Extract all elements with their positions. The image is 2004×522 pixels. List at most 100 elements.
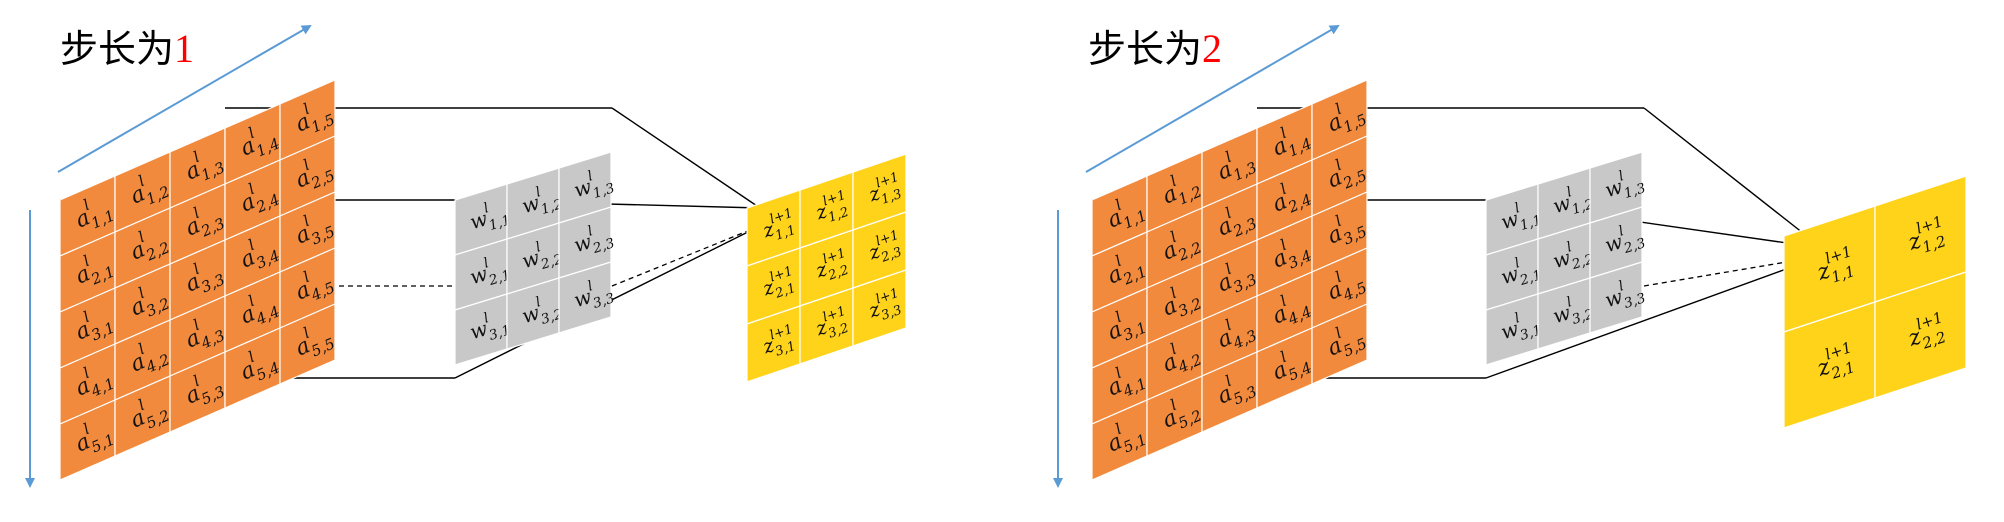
grid-cell: w3,2l <box>506 277 565 350</box>
cell-label-superscript: l <box>1278 348 1290 366</box>
cell-label: z2,1l+1 <box>758 264 801 305</box>
output-feature-map: z1,1l+1 z1,2l+1 z1,3l+1z2,1l+1 z2,2l+1 z2,3l… <box>746 153 907 383</box>
cell-label-superscript: l <box>586 168 595 185</box>
cell-label-superscript: l <box>301 324 313 342</box>
grid-cell: a4,1l <box>59 343 118 425</box>
cell-label-superscript: l <box>191 260 203 278</box>
cell-label-superscript: l <box>1333 100 1345 118</box>
cell-label: w2,1l <box>1496 250 1543 294</box>
grid-cell: w2,1l <box>1485 238 1544 311</box>
cell-label-subscript: 1,1 <box>487 212 512 234</box>
cell-label-superscript: l <box>301 268 313 286</box>
cell-label-superscript: l <box>246 292 258 310</box>
grid-cell: z1,2l+1 <box>799 171 854 249</box>
cell-label-subscript: 1,3 <box>591 180 616 202</box>
grid-cell: w1,3l <box>1589 151 1648 224</box>
cell-label-superscript: l <box>534 294 543 311</box>
grid-cell: a5,1l <box>59 399 118 481</box>
cell-label-superscript: l <box>81 308 93 326</box>
connector-line <box>1485 255 1823 379</box>
cell-label: w2,2l <box>1548 234 1595 278</box>
grid-cell: a1,5l <box>1311 79 1370 161</box>
cell-label: w1,1l <box>465 195 512 239</box>
grid-cell: z2,2l+1 <box>1874 271 1967 399</box>
grid-cell: a2,1l <box>1091 231 1150 313</box>
panel-title: 步长为1 <box>60 26 194 71</box>
grid-cell: w2,3l <box>558 206 617 279</box>
grid-cell: a3,3l <box>1201 239 1260 321</box>
grid-cell: a2,5l <box>1311 135 1370 217</box>
cell-label-superscript: l <box>1513 200 1522 217</box>
cell-label: w1,2l <box>517 179 564 223</box>
cell-label-subscript: 2,2 <box>826 263 851 284</box>
cell-label-superscript: l <box>81 420 93 438</box>
cell-label-superscript: l <box>301 100 313 118</box>
cell-label-superscript: l <box>1168 172 1180 190</box>
cell-label-superscript: l <box>81 196 93 214</box>
grid-cell: z2,1l+1 <box>746 247 801 325</box>
cell-label-base: w <box>467 261 490 289</box>
horizontal-slide-arrow <box>1085 24 1340 173</box>
cell-label-subscript: 1,2 <box>539 196 564 218</box>
grid-cell: w1,2l <box>506 167 565 240</box>
cell-label-subscript: 1,3 <box>880 187 904 208</box>
grid-cell: z1,1l+1 <box>746 189 801 267</box>
cell-label-superscript: l <box>1333 212 1345 230</box>
cell-label-superscript: l <box>1113 420 1125 438</box>
grid-cell: z3,3l+1 <box>852 269 907 347</box>
cell-label-superscript: l <box>482 310 491 327</box>
grid-cell: a1,1l <box>1091 175 1150 257</box>
cell-label-subscript: 2,3 <box>879 245 904 266</box>
cell-label-superscript: l <box>1617 168 1626 185</box>
cell-label-superscript: l+1 <box>821 246 848 268</box>
cell-label-superscript: l <box>534 239 543 256</box>
cell-label-superscript: l <box>191 148 203 166</box>
grid-cell: a4,5l <box>1311 247 1370 329</box>
cell-label-superscript: l <box>1565 184 1574 201</box>
grid-cell: z1,1l+1 <box>1783 205 1876 333</box>
panel-title: 步长为2 <box>1088 26 1222 71</box>
cell-label: w3,2l <box>517 289 564 333</box>
cell-label-superscript: l <box>1278 124 1290 142</box>
cell-label-subscript: 2,1 <box>773 281 798 302</box>
cell-label-superscript: l <box>246 348 258 366</box>
cell-label-superscript: l <box>136 228 148 246</box>
output-feature-map: z1,1l+1 z1,2l+1z2,1l+1 z2,2l+1 <box>1783 175 1967 429</box>
cell-label: w2,1l <box>465 250 512 294</box>
cell-label-superscript: l+1 <box>768 206 795 228</box>
cell-label-superscript: l <box>1513 310 1522 327</box>
cell-label-subscript: 3,2 <box>827 321 851 342</box>
cell-label: w1,3l <box>569 163 616 207</box>
grid-cell: a3,1l <box>1091 287 1150 369</box>
grid-cell: a2,5l <box>279 135 338 217</box>
cell-label: w2,3l <box>569 218 616 262</box>
grid-cell: w1,1l <box>1485 183 1544 256</box>
grid-cell: a4,2l <box>1146 319 1205 401</box>
connector-line <box>611 107 761 209</box>
cell-label-superscript: l <box>1113 364 1125 382</box>
grid-cell: a4,5l <box>279 247 338 329</box>
cell-label-base: w <box>519 190 542 218</box>
grid-cell: a4,3l <box>1201 295 1260 377</box>
cell-label: w2,2l <box>517 234 564 278</box>
title-prefix: 步长为 <box>1088 27 1202 71</box>
cell-shape <box>279 303 336 385</box>
cell-label-superscript: l <box>1617 278 1626 295</box>
title-stride-value: 1 <box>174 26 194 71</box>
cell-label-superscript: l <box>586 223 595 240</box>
cell-label-base: w <box>571 174 594 202</box>
grid-cell: a1,2l <box>1146 151 1205 233</box>
grid-cell: a1,4l <box>1256 103 1315 185</box>
cell-label: w1,3l <box>1600 163 1647 207</box>
grid-cell: a5,1l <box>1091 399 1150 481</box>
grid-cell: a3,3l <box>169 239 228 321</box>
cell-label-superscript: l <box>586 278 595 295</box>
connector-dashed-line <box>1643 255 1823 287</box>
grid-cell: w3,3l <box>1589 261 1648 334</box>
cell-label-base: w <box>571 284 594 312</box>
cell-label: w3,3l <box>569 273 616 317</box>
cell-label: z3,2l+1 <box>811 304 854 345</box>
cell-label-superscript: l <box>1168 396 1180 414</box>
